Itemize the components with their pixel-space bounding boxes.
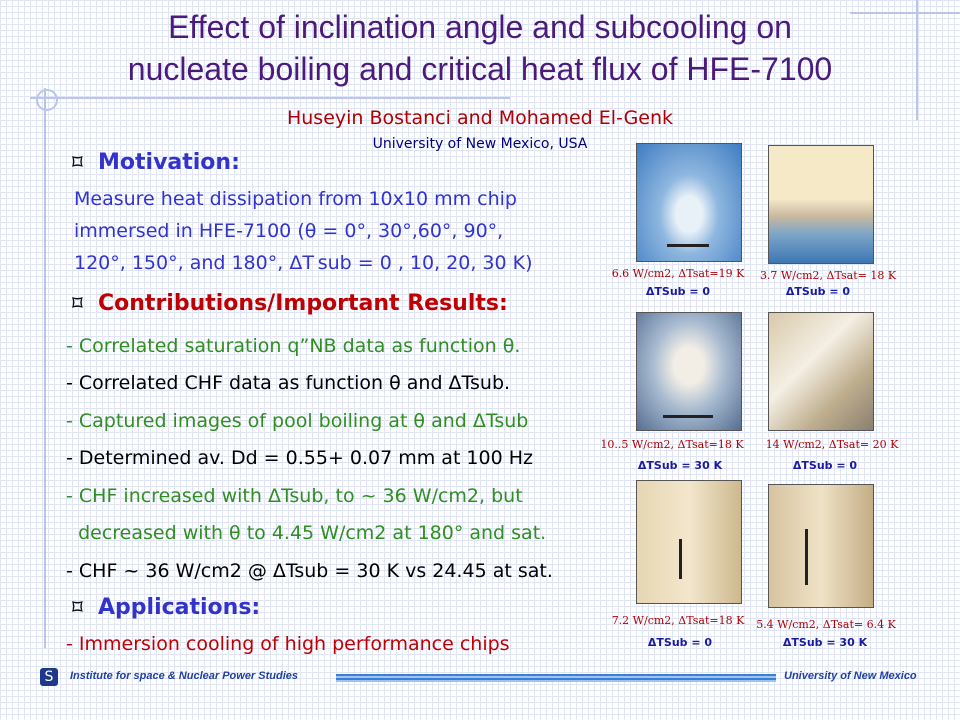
- photo-subcooling: ΔTSub = 30 K: [782, 636, 868, 649]
- boiling-photo-3: [636, 312, 742, 431]
- applications-heading: ⌑ Applications:: [72, 595, 260, 620]
- photo-subcooling: ΔTSub = 30 K: [637, 459, 723, 472]
- photo-caption: 6.6 W/cm2, ΔTsat=19 K: [611, 267, 745, 280]
- title-line-1: Effect of inclination angle and subcooli…: [168, 9, 792, 45]
- photo-caption: 10..5 W/cm2, ΔTsat=18 K: [600, 438, 744, 451]
- photo-caption: 5.4 W/cm2, ΔTsat= 6.4 K: [756, 618, 896, 631]
- deco-right-line: [916, 0, 918, 120]
- bullet-icon: ⌑: [72, 291, 83, 315]
- photo-subcooling: ΔTSub = 0: [647, 636, 713, 649]
- boiling-photo-6: [768, 484, 874, 608]
- boiling-photo-5: [636, 480, 742, 604]
- institute-logo-icon: S: [40, 668, 58, 686]
- bullet-icon: ⌑: [72, 595, 83, 619]
- deco-vertical-line: [44, 88, 46, 648]
- result-item: decreased with θ to 4.45 W/cm2 at 180° a…: [66, 522, 547, 544]
- applications-item: - Immersion cooling of high performance …: [66, 633, 510, 655]
- result-item: - Captured images of pool boiling at θ a…: [66, 410, 529, 432]
- bullet-icon: ⌑: [72, 150, 83, 174]
- photo-caption: 3.7 W/cm2, ΔTsat= 18 K: [759, 269, 897, 282]
- applications-heading-text: Applications:: [98, 595, 261, 620]
- photo-subcooling: ΔTSub = 0: [785, 285, 851, 298]
- boiling-photo-4: [768, 312, 874, 431]
- footer-right: University of New Mexico: [784, 670, 917, 682]
- motivation-heading: ⌑ Motivation:: [72, 150, 240, 175]
- result-item: - CHF ~ 36 W/cm2 @ ΔTsub = 30 K vs 24.45…: [66, 560, 553, 582]
- motivation-line-3: 120°, 150°, and 180°, ΔT sub = 0 , 10, 2…: [74, 252, 533, 274]
- result-item: - Correlated saturation q”NB data as fun…: [66, 335, 521, 357]
- photo-subcooling: ΔTSub = 0: [792, 459, 858, 472]
- motivation-line-1: Measure heat dissipation from 10x10 mm c…: [74, 188, 517, 210]
- title-line-2: nucleate boiling and critical heat flux …: [127, 51, 833, 87]
- authors: Huseyin Bostanci and Mohamed El-Genk: [286, 107, 674, 129]
- footer-left: Institute for space & Nuclear Power Stud…: [70, 670, 299, 682]
- deco-top-line: [850, 12, 960, 14]
- chip-surface: [805, 529, 808, 585]
- photo-caption: 14 W/cm2, ΔTsat= 20 K: [765, 438, 899, 451]
- deco-circle: [36, 89, 58, 111]
- slide-title: Effect of inclination angle and subcooli…: [40, 6, 920, 90]
- boiling-photo-1: [636, 143, 742, 262]
- result-item: - Correlated CHF data as function θ and …: [66, 372, 511, 394]
- result-item: - CHF increased with ΔTsub, to ~ 36 W/cm…: [66, 485, 523, 507]
- chip-surface: [663, 415, 713, 418]
- result-item: - Determined av. Dd = 0.55+ 0.07 mm at 1…: [66, 447, 533, 469]
- deco-horizontal-line: [30, 97, 510, 99]
- chip-surface: [667, 244, 709, 247]
- motivation-heading-text: Motivation:: [98, 150, 240, 175]
- boiling-photo-2: [768, 145, 874, 264]
- photo-subcooling: ΔTSub = 0: [645, 285, 711, 298]
- chip-surface: [679, 539, 682, 579]
- results-heading-text: Contributions/Important Results:: [98, 291, 508, 316]
- results-heading: ⌑ Contributions/Important Results:: [72, 291, 508, 316]
- affiliation: University of New Mexico, USA: [372, 136, 588, 152]
- motivation-line-2: immersed in HFE-7100 (θ = 0°, 30°,60°, 9…: [74, 220, 504, 242]
- photo-caption: 7.2 W/cm2, ΔTsat=18 K: [611, 614, 745, 627]
- footer-divider: [336, 674, 776, 682]
